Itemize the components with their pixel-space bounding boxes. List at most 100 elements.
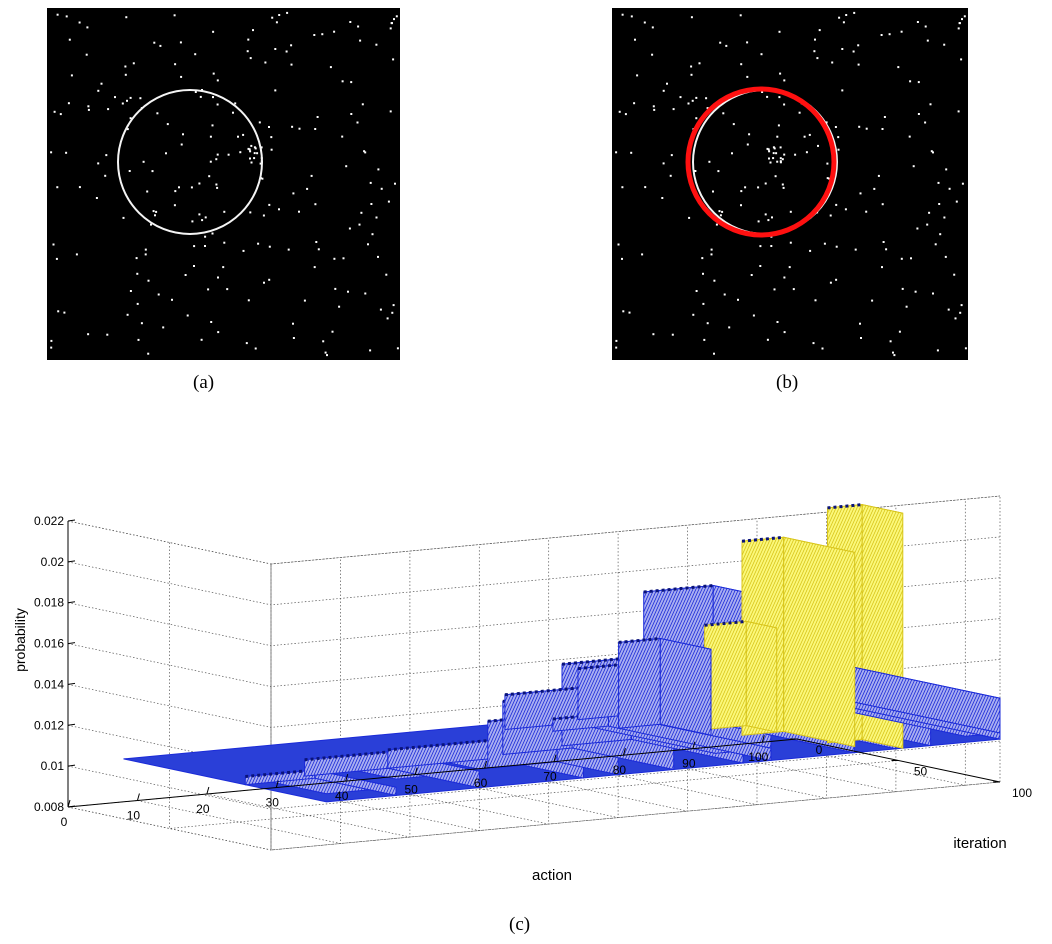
noise-point [852, 50, 855, 53]
noise-point [268, 245, 271, 248]
z-tick [67, 805, 76, 808]
noise-point [259, 162, 262, 165]
noise-point [104, 174, 107, 177]
x-tick-label: 100 [748, 750, 768, 764]
noise-point [783, 276, 786, 279]
noise-point [767, 219, 770, 222]
noise-point [152, 210, 155, 213]
x-tick-label: 20 [196, 802, 210, 816]
noise-point [825, 121, 828, 124]
noise-point [207, 288, 210, 291]
noise-point [653, 108, 656, 111]
grid-line [270, 495, 1001, 565]
surface-mesh [746, 621, 777, 733]
noise-point [960, 304, 963, 307]
noise-point [65, 151, 68, 154]
noise-point [396, 347, 399, 350]
noise-point [264, 61, 267, 64]
noise-point [274, 89, 277, 92]
noise-point [892, 351, 894, 354]
noise-point [651, 53, 654, 56]
noise-point [363, 150, 366, 153]
noise-point [615, 339, 618, 342]
noise-point [198, 213, 201, 216]
noise-point [193, 265, 195, 267]
noise-point [961, 182, 964, 185]
noise-point [199, 95, 202, 98]
grid-line [270, 564, 1001, 851]
noise-point [285, 50, 288, 53]
noise-point [162, 326, 165, 329]
noise-point [271, 16, 274, 19]
noise-point [287, 248, 290, 251]
probability-surface [123, 503, 1001, 803]
noise-point [932, 151, 934, 154]
z-tick [67, 601, 76, 604]
noise-point [129, 117, 132, 120]
noise-point [208, 175, 211, 178]
noise-point [779, 160, 782, 163]
noise-point [740, 63, 743, 66]
y-tick-label: 100 [1012, 786, 1032, 800]
noise-point [155, 210, 158, 213]
noise-point [100, 82, 103, 85]
noise-point [885, 248, 888, 251]
noise-point [761, 91, 764, 93]
noise-points [50, 11, 399, 357]
noise-point [357, 25, 360, 28]
noise-point [356, 121, 359, 124]
noise-point [746, 75, 749, 78]
noise-point [748, 133, 751, 136]
noise-point [615, 346, 618, 349]
noise-point [794, 153, 797, 156]
noise-point [174, 63, 177, 66]
noise-point [945, 168, 948, 171]
detected-circle [685, 86, 837, 238]
noise-point [392, 58, 395, 61]
noise-point [347, 290, 349, 293]
noise-point [739, 14, 742, 17]
noise-point [725, 44, 728, 47]
peak-block [704, 619, 778, 733]
noise-point [958, 22, 961, 25]
noise-point [881, 128, 884, 130]
noise-point [78, 21, 81, 24]
noise-point [153, 41, 156, 44]
noise-point [652, 333, 655, 336]
caption-c: (c) [509, 914, 531, 935]
noise-point [97, 89, 100, 92]
noise-point [715, 223, 718, 226]
noise-point [342, 257, 345, 260]
noise-point [159, 44, 162, 47]
noise-point [859, 192, 862, 195]
noise-point [329, 66, 332, 69]
noise-point [688, 216, 691, 219]
noise-point [171, 298, 173, 301]
noise-point [144, 248, 147, 251]
noise-point [789, 210, 792, 213]
z-tick-label: 0.01 [41, 759, 65, 773]
noise-point [766, 147, 769, 150]
noise-point [831, 61, 834, 64]
noise-point [341, 80, 344, 83]
noise-point [222, 266, 225, 269]
noise-point [746, 41, 749, 44]
noise-point [387, 200, 390, 203]
z-tick-label: 0.014 [34, 677, 64, 691]
noise-point [690, 73, 693, 76]
noise-point [783, 103, 786, 106]
noise-point [85, 53, 88, 56]
noise-point [252, 29, 254, 32]
noise-point [772, 152, 775, 155]
noise-point [360, 211, 363, 214]
noise-point [841, 48, 844, 50]
noise-point [702, 272, 704, 275]
noise-point [369, 181, 372, 184]
noise-point [712, 190, 714, 193]
noise-point [690, 16, 693, 19]
noise-point [889, 340, 892, 343]
noise-point [708, 160, 711, 163]
noise-point [52, 243, 55, 246]
noise-point [929, 103, 932, 106]
x-tick [622, 748, 626, 756]
